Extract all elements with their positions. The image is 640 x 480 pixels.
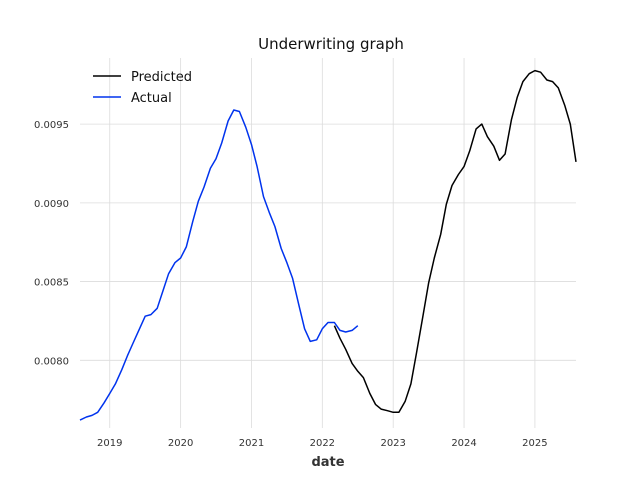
y-tick-label: 0.0095 [34,120,69,131]
series-line-predicted [333,69,577,414]
y-tick-label: 0.0080 [34,356,69,367]
x-tick-label: 2020 [168,438,193,449]
legend: Predicted Actual [93,70,192,106]
series-layer [79,69,577,421]
x-tick-label: 2022 [310,438,335,449]
series-line-actual [79,109,359,421]
y-tick-label: 0.0090 [34,199,69,210]
tick-layer: 2019 2020 2021 2022 2023 2024 2025 0.0080 0.0085… [34,120,548,449]
x-tick-label: 2025 [522,438,547,449]
chart-title: Underwriting graph [258,35,404,53]
x-tick-label: 2023 [380,438,405,449]
x-axis-label: date [311,455,344,470]
y-tick-label: 0.0085 [34,278,69,289]
grid-layer [80,58,576,428]
legend-label-predicted: Predicted [131,70,192,85]
x-tick-label: 2021 [239,438,264,449]
x-tick-label: 2019 [97,438,122,449]
x-tick-label: 2024 [451,438,476,449]
legend-label-actual: Actual [131,91,172,106]
